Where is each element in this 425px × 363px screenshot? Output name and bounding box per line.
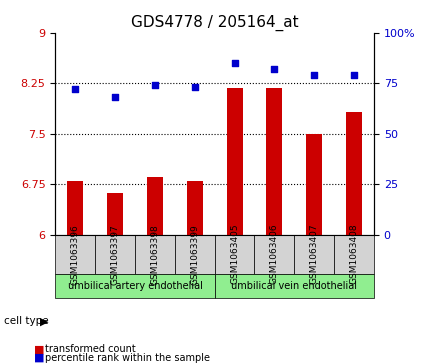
Point <box>151 82 158 88</box>
Text: umbilical vein endothelial: umbilical vein endothelial <box>231 281 357 291</box>
Point <box>112 94 119 100</box>
Text: percentile rank within the sample: percentile rank within the sample <box>45 352 210 363</box>
Bar <box>346 112 362 234</box>
Text: GSM1063396: GSM1063396 <box>71 224 79 285</box>
Point <box>72 86 79 92</box>
FancyBboxPatch shape <box>95 234 135 274</box>
FancyBboxPatch shape <box>334 234 374 274</box>
Text: GSM1063398: GSM1063398 <box>150 224 159 285</box>
Text: ■: ■ <box>34 344 45 354</box>
Bar <box>107 193 123 234</box>
Bar <box>266 88 282 234</box>
Text: GSM1063405: GSM1063405 <box>230 224 239 285</box>
Bar <box>306 134 322 234</box>
FancyBboxPatch shape <box>215 274 374 298</box>
Point <box>311 72 317 78</box>
Text: cell type: cell type <box>4 316 49 326</box>
Point <box>271 66 278 72</box>
FancyBboxPatch shape <box>215 234 255 274</box>
FancyBboxPatch shape <box>255 234 294 274</box>
Text: transformed count: transformed count <box>45 344 136 354</box>
Text: ▶: ▶ <box>40 316 49 326</box>
Text: ■: ■ <box>34 352 45 363</box>
Point <box>191 84 198 90</box>
Text: GSM1063397: GSM1063397 <box>110 224 119 285</box>
Title: GDS4778 / 205164_at: GDS4778 / 205164_at <box>131 15 298 31</box>
Text: GSM1063408: GSM1063408 <box>350 224 359 285</box>
Text: GSM1063407: GSM1063407 <box>310 224 319 285</box>
Text: umbilical artery endothelial: umbilical artery endothelial <box>68 281 202 291</box>
Point <box>351 72 357 78</box>
FancyBboxPatch shape <box>175 234 215 274</box>
FancyBboxPatch shape <box>294 234 334 274</box>
FancyBboxPatch shape <box>55 234 95 274</box>
Bar <box>187 181 203 234</box>
Bar <box>227 88 243 234</box>
Text: GSM1063406: GSM1063406 <box>270 224 279 285</box>
FancyBboxPatch shape <box>135 234 175 274</box>
FancyBboxPatch shape <box>55 274 215 298</box>
Bar <box>67 181 83 234</box>
Point <box>231 60 238 66</box>
Text: GSM1063399: GSM1063399 <box>190 224 199 285</box>
Bar <box>147 178 163 234</box>
